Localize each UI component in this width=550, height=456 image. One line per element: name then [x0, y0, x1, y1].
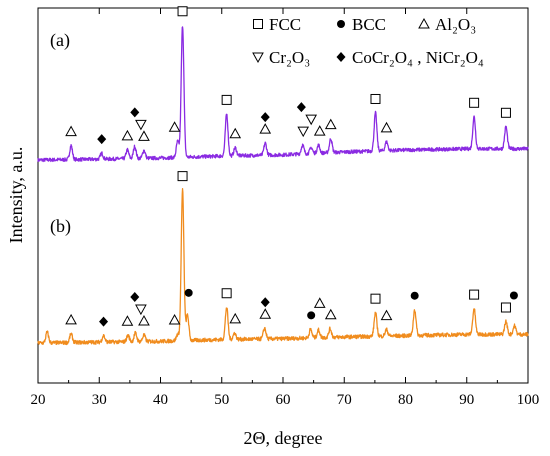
- panel-label-a: (a): [50, 30, 70, 51]
- fcc-marker: [177, 6, 188, 17]
- cr2o3-marker: [135, 304, 147, 316]
- cr2o3-marker: [135, 119, 147, 131]
- al2o3-marker: [324, 118, 337, 130]
- legend-label: Al₂O₃: [435, 15, 476, 34]
- spinel-marker: [99, 316, 109, 327]
- al2o3-marker: [259, 308, 272, 319]
- x-tick-label: 70: [337, 392, 352, 408]
- spinel-marker: [260, 112, 270, 123]
- legend-label: BCC: [352, 15, 386, 34]
- bcc-marker: [337, 20, 345, 28]
- x-tick-label: 30: [92, 392, 107, 408]
- cr2o3-marker: [305, 114, 318, 126]
- al2o3-marker: [138, 130, 150, 141]
- fcc-marker: [469, 97, 480, 108]
- x-tick-label: 20: [31, 392, 46, 408]
- al2o3-marker: [121, 129, 134, 141]
- al2o3-marker: [313, 297, 326, 308]
- fcc-marker: [221, 288, 232, 299]
- al2o3-marker: [65, 313, 77, 325]
- legend-label: Cr₂O₃: [269, 48, 310, 67]
- fcc-marker: [500, 107, 511, 118]
- al2o3-marker: [259, 123, 272, 134]
- al2o3-marker: [229, 127, 242, 139]
- series-layer: [37, 26, 529, 346]
- legend-label: CoCr₂O₄ , NiCr₂O₄: [352, 48, 484, 67]
- al2o3-marker: [380, 309, 393, 321]
- cr2o3-marker: [252, 52, 264, 64]
- bcc-marker: [307, 311, 316, 320]
- al2o3-marker: [138, 315, 150, 326]
- fcc-marker: [500, 302, 511, 313]
- cr2o3-marker: [297, 126, 310, 138]
- x-axis-label: 2Θ, degree: [244, 428, 323, 448]
- x-tick-label: 80: [398, 392, 413, 408]
- legend-label: FCC: [269, 15, 301, 34]
- spinel-marker: [130, 292, 140, 303]
- x-tick-label: 50: [214, 392, 229, 408]
- spinel-marker: [130, 107, 140, 118]
- al2o3-marker: [121, 315, 134, 326]
- al2o3-marker: [418, 17, 430, 29]
- fcc-marker: [177, 171, 188, 182]
- fcc-marker: [469, 289, 480, 300]
- x-tick-label: 90: [459, 392, 474, 408]
- bcc-marker: [410, 291, 419, 300]
- series-line-a: [37, 26, 529, 163]
- legend: FCC BCC Al₂O₃ Cr₂O₃ CoCr₂O₄ , NiCr₂O₄: [252, 15, 484, 67]
- phase-markers: [65, 6, 518, 327]
- fcc-marker: [221, 94, 232, 105]
- fcc-marker: [253, 19, 263, 29]
- x-tick-label: 60: [276, 392, 291, 408]
- fcc-marker: [370, 293, 381, 304]
- x-axis-ticks: 20 30 40 50 60 70 80 90 100: [31, 8, 540, 408]
- spinel-marker: [97, 134, 107, 145]
- bcc-marker: [509, 291, 518, 300]
- al2o3-marker: [313, 125, 326, 136]
- al2o3-marker: [168, 313, 181, 325]
- al2o3-marker: [229, 312, 242, 324]
- al2o3-marker: [65, 125, 77, 137]
- bcc-marker: [184, 288, 193, 297]
- al2o3-marker: [380, 121, 393, 133]
- spinel-marker: [296, 102, 306, 113]
- x-tick-label: 100: [517, 392, 540, 408]
- al2o3-marker: [324, 308, 337, 320]
- panel-label-b: (b): [50, 216, 71, 237]
- series-line-b: [37, 188, 529, 346]
- al2o3-marker: [168, 121, 181, 132]
- fcc-marker: [370, 93, 381, 104]
- spinel-marker: [336, 52, 346, 62]
- y-axis-label: Intensity, a.u.: [6, 147, 26, 244]
- spinel-marker: [260, 297, 270, 308]
- x-tick-label: 40: [153, 392, 168, 408]
